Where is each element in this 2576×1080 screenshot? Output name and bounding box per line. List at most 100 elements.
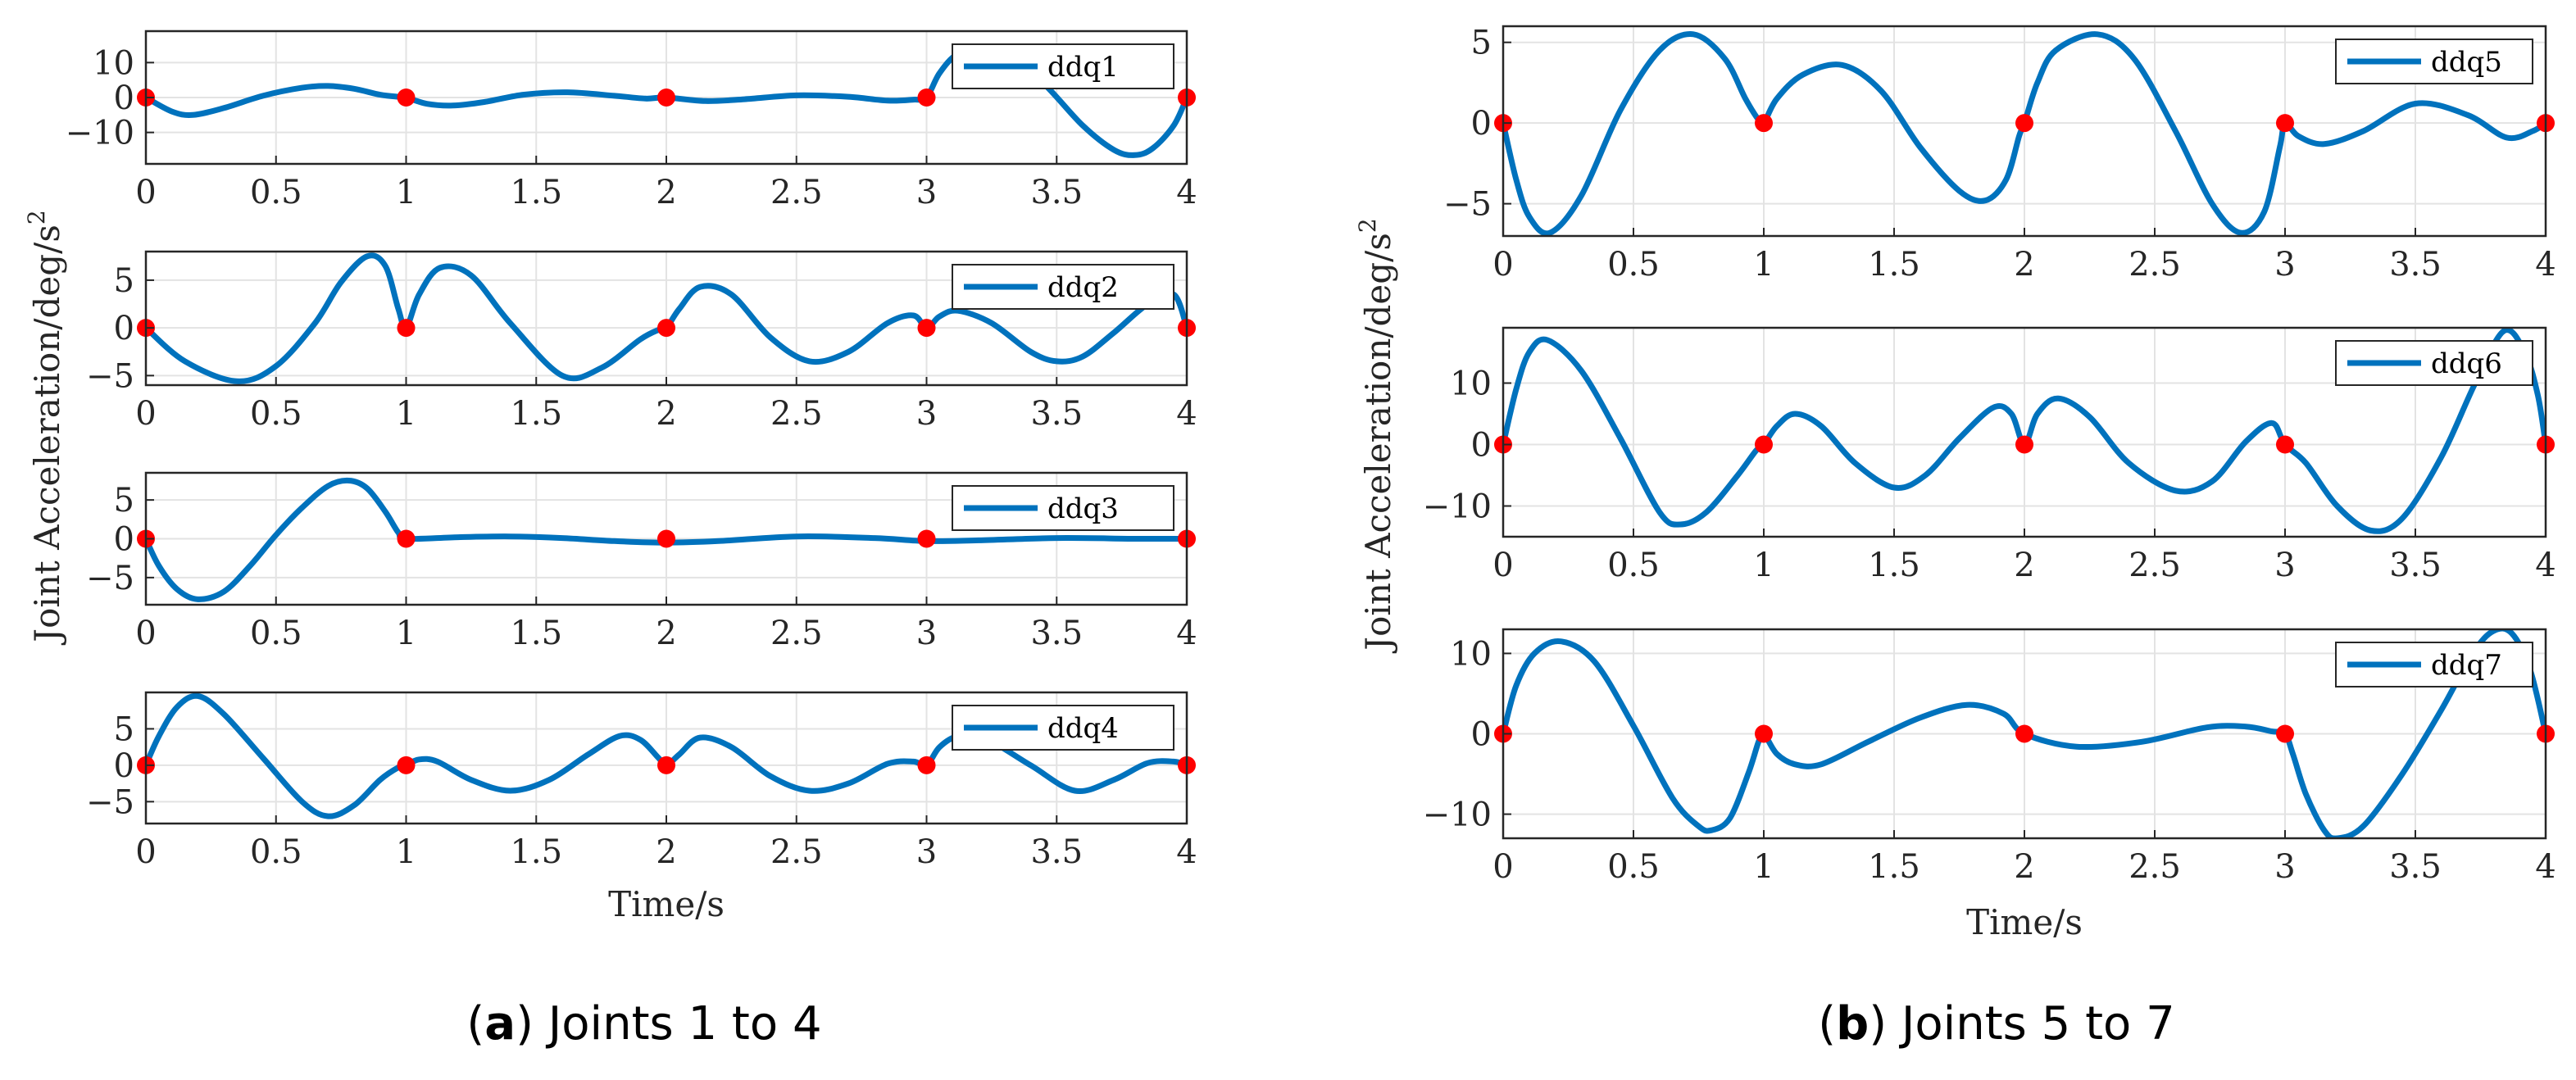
x-tick-label: 2 [2014,848,2034,886]
x-tick-label: 2 [656,174,676,211]
x-tick-label: 2.5 [2128,848,2181,886]
legend-label: ddq2 [1047,271,1119,304]
y-tick-label: 0 [114,310,134,347]
legend-label: ddq3 [1047,492,1119,525]
legend-label: ddq1 [1047,51,1119,84]
x-tick-label: 3.5 [2389,246,2442,284]
panel-b-caption: (b) Joints 5 to 7 [1818,997,2174,1051]
x-tick-label: 0 [1492,547,1513,584]
x-axis-title: Time/s [1966,902,2083,942]
knot-marker [2276,724,2294,743]
y-tick-label: −5 [86,357,134,395]
x-tick-label: 3.5 [2389,547,2442,584]
x-tick-label: 1 [396,395,416,433]
knot-marker [2015,435,2033,454]
legend-box [952,705,1174,751]
x-tick-label: 0.5 [250,174,302,211]
x-tick-label: 1 [1753,246,1774,284]
y-tick-label: 0 [1471,105,1492,143]
legend-label: ddq7 [2431,649,2502,682]
y-tick-label: −5 [1443,186,1492,224]
x-tick-label: 1.5 [1868,547,1920,584]
knot-marker [917,529,936,548]
legend-label: ddq5 [2431,46,2502,79]
legend-ddq7: ddq7 [2335,642,2533,687]
knot-marker [397,529,416,548]
panel-a-caption-tag: a [484,997,516,1051]
y-axis-title-superscript: 2 [1354,218,1381,233]
x-tick-label: 1 [1753,547,1774,584]
x-tick-label: 0.5 [1607,547,1660,584]
y-axis-title-text: Joint Acceleration/deg/s [1358,233,1398,654]
x-tick-label: 0 [1492,848,1513,886]
x-tick-label: 2 [2014,547,2034,584]
panel-b-joints-5-to-7: 0 0.5 1 1.5 2 2.5 3 3.5 4 5 0 −5 ddq5 0 0.5 1 1.5 2 2.5 3 3.… [1354,25,2556,942]
panel-a-caption: (a) Joints 1 to 4 [466,997,821,1051]
x-tick-label: 3 [2274,848,2295,886]
x-tick-label: 0 [135,833,156,871]
knot-marker [2015,114,2033,133]
x-tick-label: 2.5 [2128,547,2181,584]
y-axis-title-superscript: 2 [23,210,50,225]
legend-ddq2: ddq2 [952,264,1174,310]
panel-b-caption-text: Joints 5 to 7 [1887,997,2175,1051]
series-line-ddq5 [1503,31,2546,236]
y-axis-title: Joint Acceleration/deg/s2 [23,210,67,645]
knot-marker [657,319,675,338]
panel-b-caption-tag: b [1836,997,1869,1051]
knot-marker [1755,724,1773,743]
legend-ddq3: ddq3 [952,485,1174,531]
y-tick-label: 5 [1471,25,1492,62]
x-tick-label: 2 [656,395,676,433]
x-tick-label: 1.5 [1868,246,1920,284]
knot-marker [397,88,416,107]
knot-marker [397,319,416,338]
x-tick-label: 3 [916,833,937,871]
y-tick-label: 0 [114,747,134,785]
x-tick-label: 0.5 [250,395,302,433]
x-tick-label: 4 [2535,848,2556,886]
x-tick-label: 0 [135,615,156,652]
legend-ddq5: ddq5 [2335,39,2533,84]
knot-marker [2276,435,2294,454]
legend-label: ddq6 [2431,347,2502,380]
knot-marker [1755,114,1773,133]
legend-ddq6: ddq6 [2335,340,2533,386]
y-tick-label: 10 [1450,365,1492,403]
x-tick-label: 4 [2535,547,2556,584]
x-tick-label: 1 [396,174,416,211]
x-tick-label: 4 [2535,246,2556,284]
x-tick-label: 0 [135,395,156,433]
y-tick-label: 0 [1471,427,1492,465]
x-tick-label: 3 [916,174,937,211]
y-tick-label: 5 [114,710,134,748]
x-tick-label: 4 [1176,615,1197,652]
x-tick-label: 3 [916,395,937,433]
x-tick-label: 2.5 [770,395,823,433]
knot-marker [397,756,416,774]
x-tick-label: 4 [1176,395,1197,433]
x-tick-label: 3 [2274,547,2295,584]
x-tick-label: 0.5 [1607,848,1660,886]
x-tick-label: 1 [396,833,416,871]
knot-marker [917,88,936,107]
x-tick-label: 1 [396,615,416,652]
knot-marker [1755,435,1773,454]
y-axis-title-text: Joint Acceleration/deg/s [27,225,67,646]
x-tick-label: 4 [1176,833,1197,871]
x-tick-label: 2.5 [770,615,823,652]
x-tick-label: 2 [656,615,676,652]
x-tick-label: 0.5 [250,615,302,652]
x-tick-label: 2.5 [770,174,823,211]
y-tick-label: −10 [66,115,134,152]
panel-a-caption-text: Joints 1 to 4 [534,997,822,1051]
x-tick-label: 1.5 [510,615,562,652]
knot-marker [657,529,675,548]
